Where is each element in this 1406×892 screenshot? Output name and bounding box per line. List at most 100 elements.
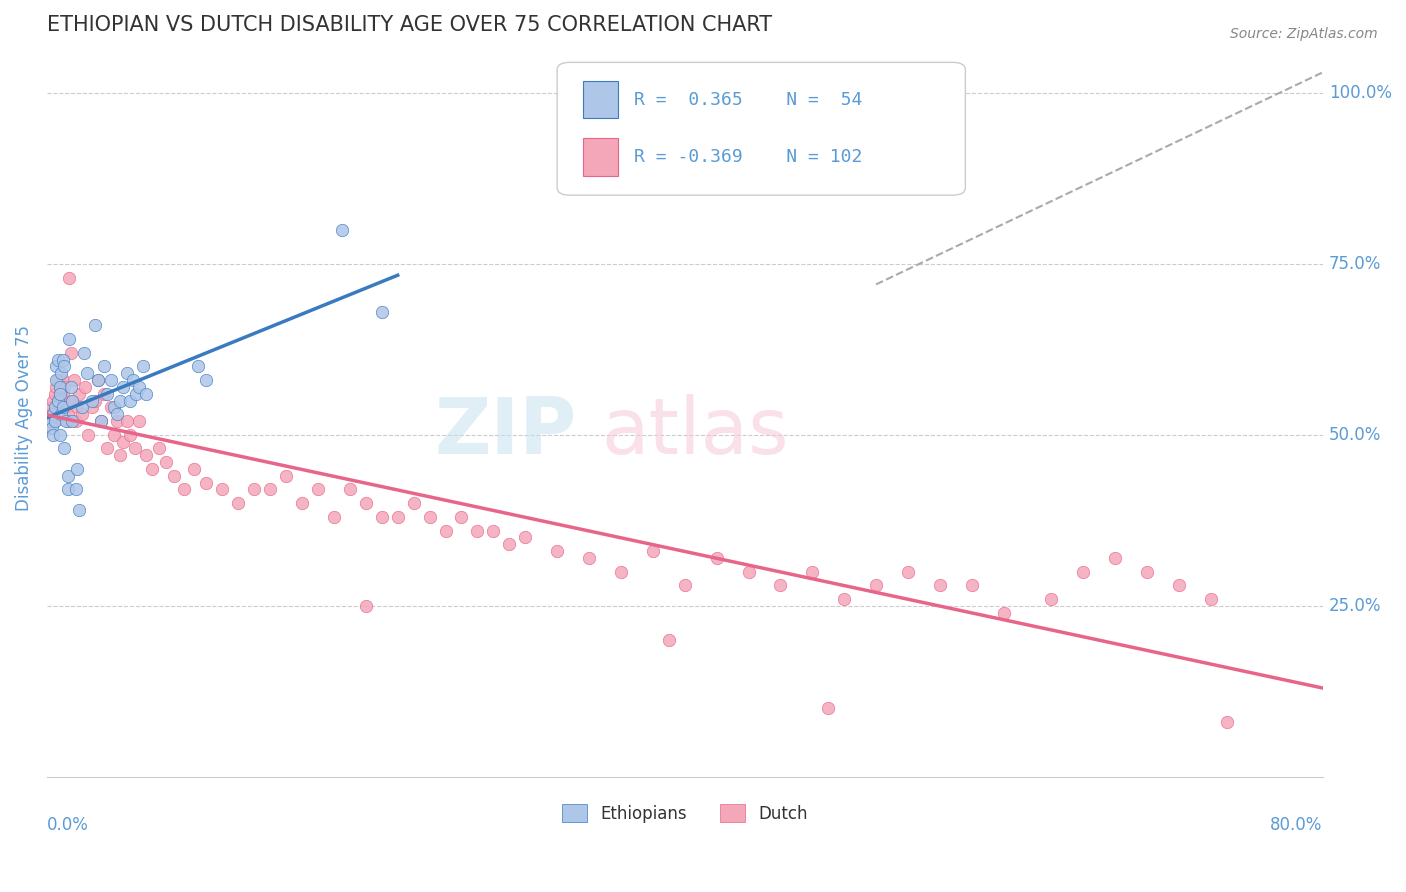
Point [60, 414, 83, 428]
Text: 0.0%: 0.0% [46, 816, 89, 834]
Point [817, 701, 839, 715]
Point [610, 565, 633, 579]
Point [402, 496, 425, 510]
Text: R = -0.369    N = 102: R = -0.369 N = 102 [634, 148, 862, 166]
Point [498, 537, 520, 551]
Point [52, 373, 75, 387]
Point [110, 393, 132, 408]
Point [259, 483, 281, 497]
Text: ZIP: ZIP [434, 394, 576, 470]
Point [515, 530, 537, 544]
Point [90, 414, 112, 428]
Point [100, 401, 122, 415]
Point [42, 407, 65, 421]
Point [354, 599, 377, 613]
Point [42, 427, 65, 442]
Point [1168, 578, 1191, 592]
Point [66, 401, 89, 415]
Point [65, 414, 87, 428]
Point [46, 352, 69, 367]
Point [658, 632, 681, 647]
Point [51, 380, 73, 394]
Point [44, 414, 66, 428]
Text: 100.0%: 100.0% [1329, 84, 1392, 102]
Point [45, 401, 67, 415]
Point [274, 468, 297, 483]
Point [96, 386, 118, 401]
Point [419, 509, 441, 524]
Point [60, 393, 83, 408]
Point [100, 373, 122, 387]
Text: Source: ZipAtlas.com: Source: ZipAtlas.com [1230, 27, 1378, 41]
Y-axis label: Disability Age Over 75: Disability Age Over 75 [15, 325, 32, 511]
Point [52, 386, 75, 401]
Point [243, 483, 266, 497]
Point [115, 366, 138, 380]
Point [51, 393, 73, 408]
Point [59, 345, 82, 359]
Point [93, 386, 115, 401]
Point [118, 393, 141, 408]
Point [55, 414, 77, 428]
Point [128, 414, 150, 428]
Point [46, 393, 69, 408]
Point [112, 434, 135, 449]
Point [467, 524, 489, 538]
Point [45, 380, 67, 394]
Point [993, 606, 1015, 620]
Point [56, 414, 79, 428]
Text: atlas: atlas [602, 394, 789, 470]
Point [307, 483, 329, 497]
Point [39, 421, 62, 435]
Point [75, 380, 97, 394]
Text: 25.0%: 25.0% [1329, 597, 1382, 615]
Point [173, 483, 195, 497]
Point [46, 373, 69, 387]
Point [1040, 591, 1063, 606]
Point [83, 393, 105, 408]
Point [122, 373, 145, 387]
Point [44, 414, 66, 428]
Point [103, 401, 125, 415]
Point [67, 386, 90, 401]
Point [960, 578, 983, 592]
Point [148, 442, 170, 456]
Point [76, 366, 98, 380]
Point [52, 352, 75, 367]
Point [183, 462, 205, 476]
Point [387, 509, 409, 524]
Point [52, 401, 75, 415]
Point [105, 407, 128, 421]
FancyBboxPatch shape [582, 81, 619, 119]
Point [124, 442, 146, 456]
Point [330, 223, 353, 237]
Point [865, 578, 887, 592]
Point [67, 503, 90, 517]
Point [1073, 565, 1095, 579]
Point [110, 448, 132, 462]
Point [72, 345, 94, 359]
Point [55, 401, 77, 415]
Point [39, 407, 62, 421]
FancyBboxPatch shape [557, 62, 966, 195]
Point [41, 421, 63, 435]
Text: 80.0%: 80.0% [1270, 816, 1323, 834]
Point [70, 407, 93, 421]
Point [141, 462, 163, 476]
Point [371, 304, 394, 318]
Point [578, 550, 600, 565]
Point [482, 524, 505, 538]
Point [42, 407, 65, 421]
Point [87, 373, 110, 387]
Point [53, 359, 76, 374]
Point [80, 393, 103, 408]
Point [87, 373, 110, 387]
Point [53, 380, 76, 394]
Point [63, 373, 86, 387]
Point [77, 427, 100, 442]
Point [56, 407, 79, 421]
Point [80, 401, 103, 415]
Point [1216, 714, 1239, 729]
Point [769, 578, 792, 592]
Point [291, 496, 314, 510]
